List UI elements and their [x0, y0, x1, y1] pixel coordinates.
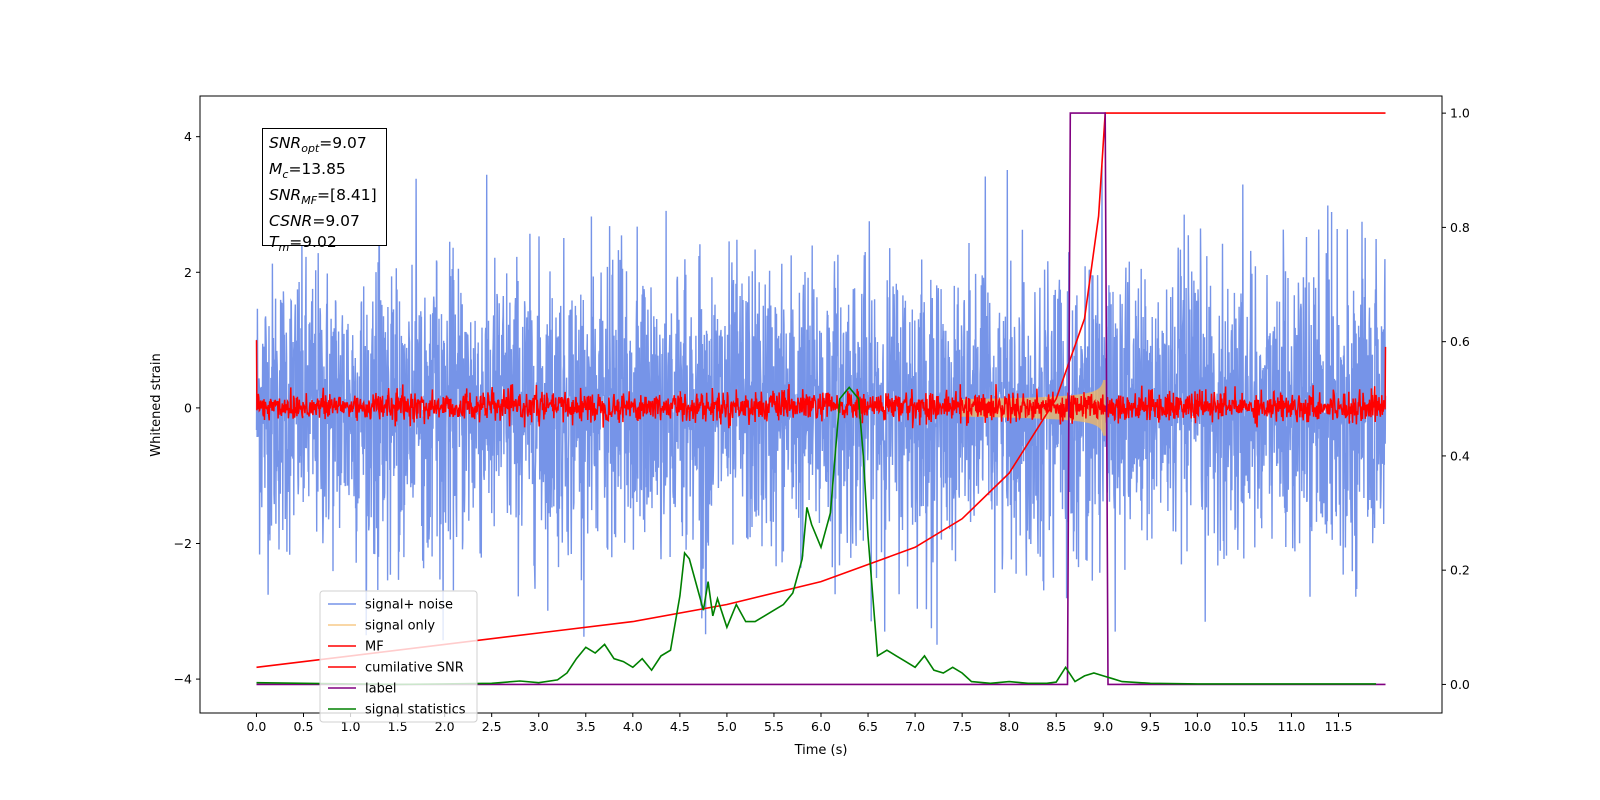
- y2-tick-label: 0.0: [1450, 677, 1470, 692]
- x-axis: 0.0 0.5 1.0 1.5 2.0 2.5 3.0 3.5 4.0 4.5 5.0 5.5 6.0 6…: [247, 713, 1353, 734]
- series-cumilative-snr: [256, 112, 1386, 669]
- legend-entry: label: [365, 682, 396, 697]
- y-axis-left: −4 −2 0 2 4: [174, 129, 200, 687]
- y2-tick-label: 0.2: [1450, 563, 1470, 578]
- y-tick-label: 0: [184, 400, 192, 415]
- x-tick-label: 11.5: [1325, 719, 1353, 734]
- x-tick-label: 10.5: [1230, 719, 1258, 734]
- plot-area: [255, 112, 1387, 686]
- y-axis-right: 0.0 0.2 0.4 0.6 0.8 1.0: [1442, 106, 1470, 692]
- x-tick-label: 0.0: [247, 719, 267, 734]
- x-tick-label: 2.5: [482, 719, 502, 734]
- x-tick-label: 1.0: [341, 719, 361, 734]
- annotation-line: Mc=13.85: [269, 160, 346, 182]
- legend-entry: signal only: [365, 619, 435, 634]
- x-tick-label: 2.0: [435, 719, 455, 734]
- x-tick-label: 4.0: [623, 719, 643, 734]
- series-mf: [255, 340, 1387, 429]
- x-tick-label: 8.5: [1046, 719, 1066, 734]
- legend-entry: MF: [365, 640, 384, 655]
- x-tick-label: 11.0: [1278, 719, 1306, 734]
- legend: signal+ noise signal only MF cumilative SNR…: [319, 590, 478, 723]
- x-axis-label: Time (s): [794, 743, 848, 758]
- series-label: [256, 112, 1386, 686]
- legend-entry: signal statistics: [365, 703, 466, 718]
- x-tick-label: 0.5: [294, 719, 314, 734]
- annotation-line: Tm=9.02: [269, 233, 337, 255]
- y-axis-label: Whitened strain: [149, 353, 164, 456]
- x-tick-label: 1.5: [388, 719, 408, 734]
- x-tick-label: 7.5: [952, 719, 972, 734]
- annotation-line: CSNR=9.07: [269, 212, 360, 231]
- y-tick-label: −2: [174, 536, 192, 551]
- annotation-line: SNRMF=[8.41]: [269, 186, 377, 208]
- y-tick-label: −4: [174, 672, 192, 687]
- legend-entry: signal+ noise: [365, 598, 453, 613]
- series-signal-statistics: [256, 386, 1377, 686]
- y2-tick-label: 0.8: [1450, 220, 1470, 235]
- x-tick-label: 3.5: [576, 719, 596, 734]
- y2-tick-label: 0.6: [1450, 334, 1470, 349]
- y2-tick-label: 0.4: [1450, 448, 1470, 463]
- x-tick-label: 4.5: [670, 719, 690, 734]
- legend-entry: cumilative SNR: [365, 661, 464, 676]
- x-tick-label: 5.5: [764, 719, 784, 734]
- x-tick-label: 9.0: [1093, 719, 1113, 734]
- x-tick-label: 6.5: [858, 719, 878, 734]
- y-tick-label: 2: [184, 265, 192, 280]
- x-tick-label: 10.0: [1183, 719, 1211, 734]
- x-tick-label: 9.5: [1140, 719, 1160, 734]
- annotation-line: SNRopt=9.07: [269, 134, 367, 156]
- y-tick-label: 4: [184, 129, 192, 144]
- annotation-box: SNRopt=9.07 Mc=13.85 SNRMF=[8.41] CSNR=9.07…: [262, 128, 387, 254]
- x-tick-label: 7.0: [905, 719, 925, 734]
- y2-tick-label: 1.0: [1450, 106, 1470, 121]
- series-signal-noise: [255, 136, 1387, 645]
- x-tick-label: 5.0: [717, 719, 737, 734]
- x-tick-label: 3.0: [529, 719, 549, 734]
- x-tick-label: 8.0: [999, 719, 1019, 734]
- legend-frame: [319, 590, 478, 723]
- x-tick-label: 6.0: [811, 719, 831, 734]
